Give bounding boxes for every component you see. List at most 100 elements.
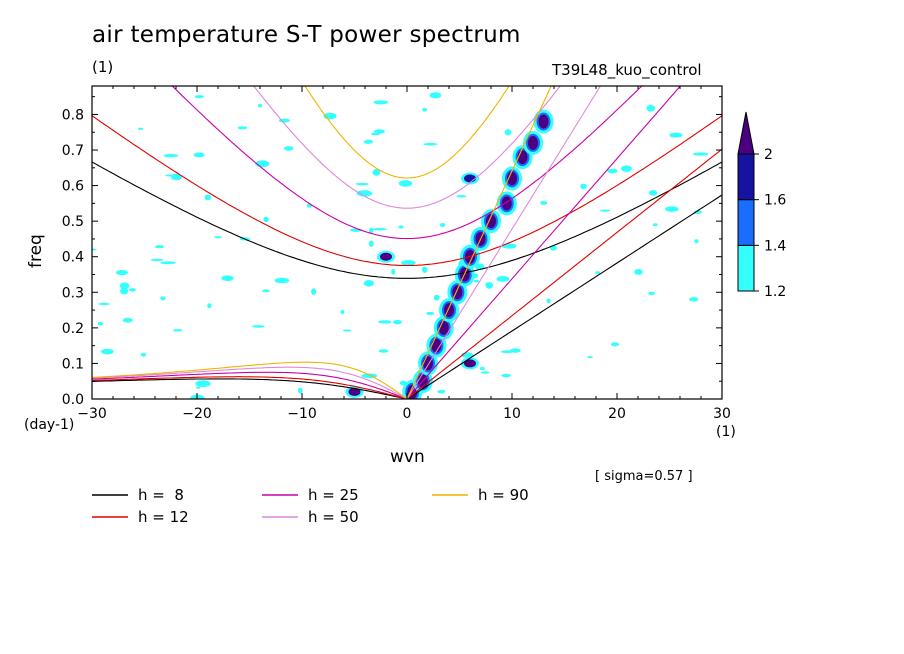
speckle-blob xyxy=(580,183,587,190)
speckle-blob xyxy=(634,268,643,275)
speckle-blob xyxy=(473,279,479,283)
speckle-blob xyxy=(599,209,611,212)
x-tick-label: −10 xyxy=(287,406,317,422)
speckle-blob xyxy=(150,258,164,262)
sigma-note: [ sigma=0.57 ] xyxy=(595,469,693,484)
speckle-blob xyxy=(263,216,269,223)
x-tick-label: −20 xyxy=(182,406,212,422)
speckle-blob xyxy=(340,309,345,315)
legend-label: h = 50 xyxy=(308,508,359,526)
y-tick-label: 0.8 xyxy=(62,107,84,123)
speckle-blob xyxy=(257,103,263,108)
dispersion-curve-h90 xyxy=(406,86,552,399)
speckle-blob xyxy=(140,353,147,357)
colorbar-segment xyxy=(737,153,755,201)
speckle-blob xyxy=(138,127,144,130)
y-tick-label: 0.3 xyxy=(62,285,84,301)
dispersion-curve-h12 xyxy=(406,148,722,399)
speckle-blob xyxy=(195,386,201,389)
dispersion-curve-h25 xyxy=(171,86,643,240)
x-tick-label: 20 xyxy=(608,406,626,422)
speckle-blob xyxy=(214,236,222,239)
speckle-blob xyxy=(648,291,656,295)
legend-label: h = 25 xyxy=(308,486,359,504)
y-tick-label: 0.0 xyxy=(62,392,84,408)
speckle-blob xyxy=(101,348,114,355)
speckle-blob xyxy=(501,243,517,249)
speckle-blob xyxy=(154,245,164,249)
speckle-blob xyxy=(480,371,490,374)
speckle-blob xyxy=(221,275,234,282)
y-tick-label: 0.7 xyxy=(62,143,84,159)
y-tick-label: 0.1 xyxy=(62,356,84,372)
ridge-core xyxy=(501,196,512,211)
plot-frame xyxy=(91,85,723,400)
spectral-blob xyxy=(348,387,361,396)
ridge-core xyxy=(431,338,442,353)
run-name: T39L48_kuo_control xyxy=(552,61,702,79)
spectral-blob xyxy=(380,252,392,261)
x-tick-label: 10 xyxy=(503,406,521,422)
colorbar-label: 2 xyxy=(764,147,773,163)
speckle-blob xyxy=(370,132,381,136)
y-tick-label: 0.6 xyxy=(62,179,84,195)
speckle-blob xyxy=(115,269,129,276)
colorbar-label: 1.6 xyxy=(764,193,786,209)
ridge-core xyxy=(538,114,549,129)
speckle-blob xyxy=(378,320,392,324)
speckle-blob xyxy=(369,227,374,234)
speckle-blob xyxy=(373,100,389,105)
colorbar-segment xyxy=(737,199,755,246)
speckle-blob xyxy=(368,240,374,247)
speckle-blob xyxy=(207,303,212,309)
speckle-blob xyxy=(204,194,212,201)
dispersion-curve-h8 xyxy=(92,378,408,399)
speckle-blob xyxy=(439,223,446,228)
speckle-blob xyxy=(195,380,211,388)
chart-subtitle: (1) xyxy=(92,58,114,76)
speckle-blob xyxy=(128,288,136,292)
x-tick-label: 0 xyxy=(403,406,412,422)
dispersion-curve-h50 xyxy=(92,366,408,399)
speckle-blob xyxy=(501,373,512,378)
legend-label: h = 8 xyxy=(138,486,184,504)
ridge-core xyxy=(486,214,496,229)
speckle-blob xyxy=(119,282,130,290)
speckle-blob xyxy=(426,311,435,315)
speckle-blob xyxy=(437,389,446,394)
speckle-blob xyxy=(540,201,548,205)
spectral-blob xyxy=(464,174,476,183)
speckle-blob xyxy=(693,210,702,214)
ridge-core xyxy=(528,135,538,150)
x-axis-unit: (1) xyxy=(716,424,736,440)
dispersion-curve-h12 xyxy=(92,115,722,267)
speckle-blob xyxy=(546,298,551,304)
speckle-blob xyxy=(342,329,352,332)
speckle-blob xyxy=(433,294,440,301)
speckle-blob xyxy=(610,342,620,347)
dispersion-curve-h90 xyxy=(92,361,408,399)
x-tick-label: −30 xyxy=(77,406,107,422)
speckle-blob xyxy=(373,129,385,134)
speckle-blob xyxy=(422,266,428,273)
y-tick-label: 0.5 xyxy=(62,214,84,230)
speckle-blob xyxy=(363,139,374,144)
speckle-blob xyxy=(474,263,485,270)
speckle-blob xyxy=(372,228,387,231)
speckle-blob xyxy=(356,190,373,197)
dispersion-curve-h50 xyxy=(406,86,602,399)
colorbar-extend-max xyxy=(737,111,755,155)
speckle-blob xyxy=(456,195,467,198)
speckle-blob xyxy=(297,387,303,394)
speckle-blob xyxy=(92,248,97,251)
speckle-blob xyxy=(194,95,205,99)
speckle-blob xyxy=(251,325,265,328)
speckle-blob xyxy=(669,132,683,138)
dispersion-curve-h25 xyxy=(406,86,682,399)
speckle-blob xyxy=(378,349,389,353)
speckle-blob xyxy=(646,104,656,112)
speckle-blob xyxy=(122,317,133,323)
speckle-blob xyxy=(692,152,709,156)
speckle-blob xyxy=(391,268,396,275)
